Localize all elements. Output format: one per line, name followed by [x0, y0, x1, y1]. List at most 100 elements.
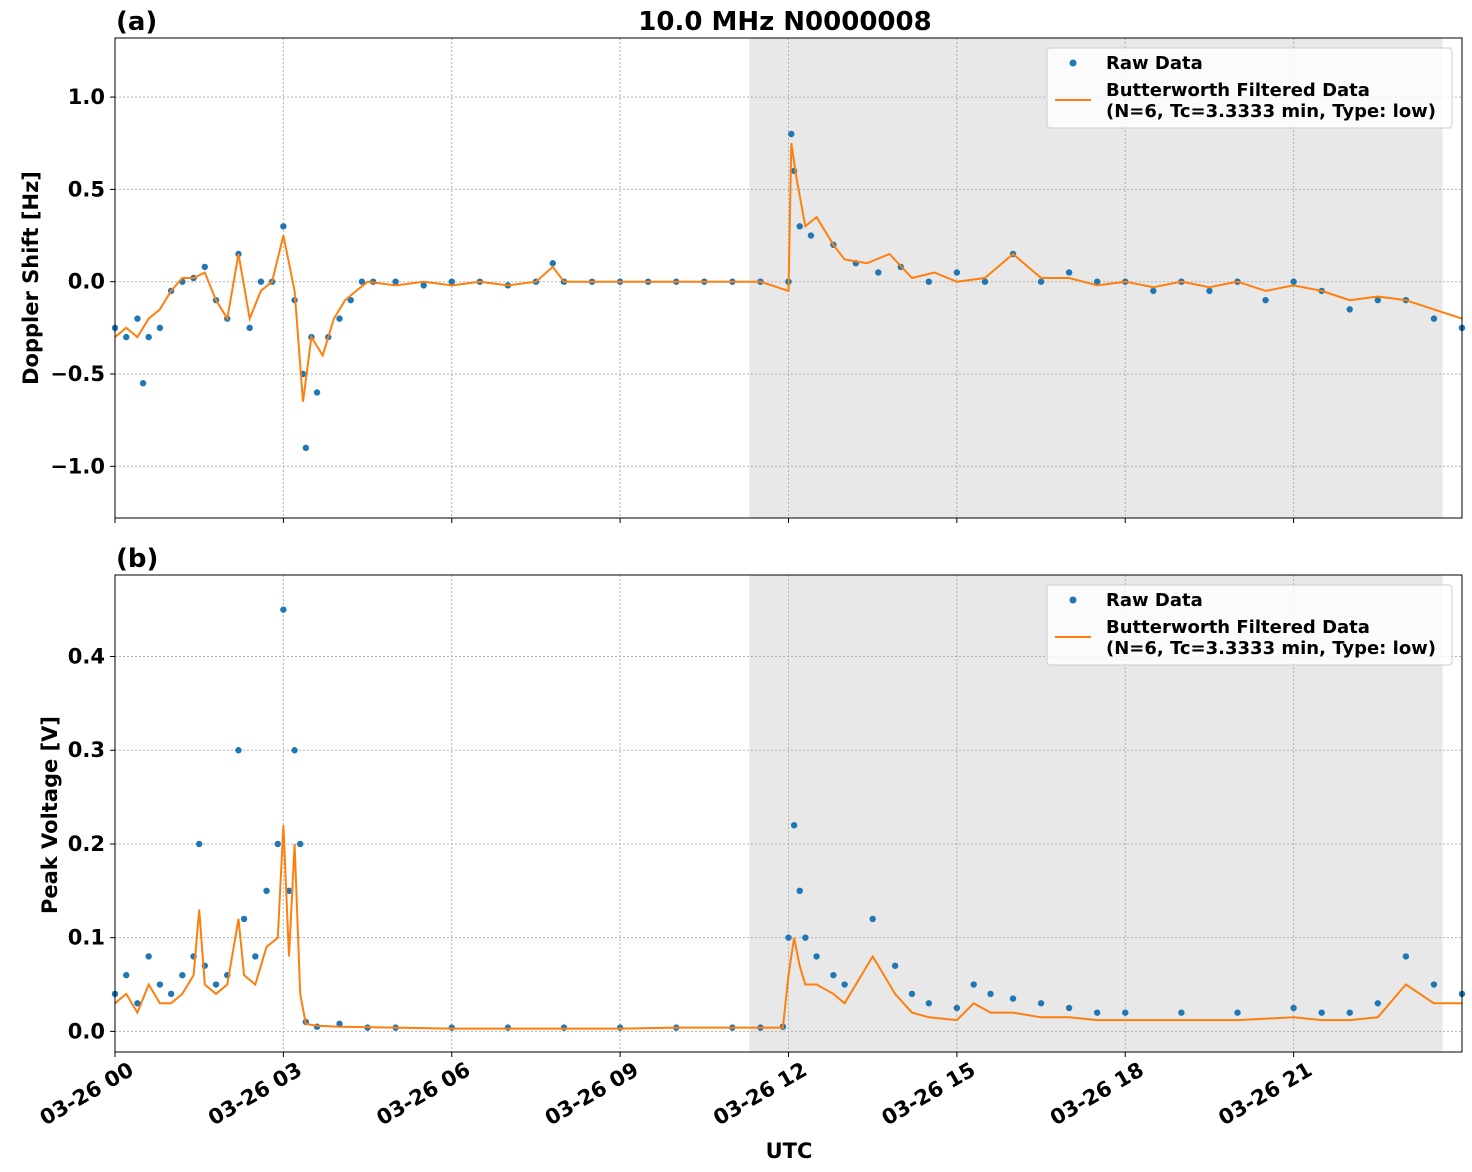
panel-b-legend-raw-label: Raw Data — [1106, 590, 1203, 611]
panel-b-raw-point — [240, 915, 248, 923]
panel-a-y-ticks: 1.0 0.5 0.0 −0.5 −1.0 — [50, 85, 115, 478]
panel-b-raw-point — [830, 971, 837, 979]
panel-a-raw-point — [358, 278, 366, 285]
panel-a-y-axis-label: Doppler Shift [Hz] — [19, 171, 43, 385]
panel-b-raw-point — [802, 934, 809, 941]
panel-a-raw-point — [302, 444, 310, 452]
panel-a-raw-point — [1290, 278, 1297, 285]
panel-b-raw-point — [263, 887, 270, 895]
panel-b-y-tick-label: 0.4 — [68, 645, 105, 669]
panel-b-raw-point — [179, 971, 186, 979]
panel-a-raw-point — [549, 260, 556, 267]
x-tick-label: 03-26 12 — [709, 1058, 811, 1131]
panel-b-raw-point — [925, 1000, 933, 1007]
panel-a-raw-point — [201, 263, 208, 271]
panel-a-raw-point — [1037, 278, 1045, 285]
panel-b-raw-point — [252, 953, 259, 960]
panel-a-raw-point — [981, 278, 989, 285]
panel-b-raw-point — [1037, 1000, 1045, 1007]
panel-b-raw-point — [123, 971, 130, 979]
panel-b-raw-point — [1318, 1009, 1325, 1016]
panel-a-raw-point — [336, 315, 343, 322]
panel-a-legend-raw-marker — [1069, 59, 1077, 67]
panel-b-y-tick-label: 0.0 — [68, 1019, 105, 1043]
panel-b-legend: Raw Data Butterworth Filtered Data (N=6,… — [1046, 584, 1453, 666]
panel-a-raw-point — [280, 223, 287, 230]
panel-a-raw-point — [347, 296, 354, 304]
panel-b-raw-point — [813, 953, 820, 960]
panel-b-raw-point — [1374, 1000, 1382, 1007]
panel-a-raw-point — [156, 324, 164, 332]
panel-b-raw-point — [274, 840, 281, 848]
panel-b: 0.0 0.1 0.2 0.3 0.4 03-26 00 03-26 03 03-26 06… — [36, 544, 1466, 1130]
panel-b-raw-point — [970, 981, 977, 988]
panel-b-legend-box — [1046, 584, 1453, 666]
panel-b-x-ticks: 03-26 00 03-26 03 03-26 06 03-26 09 03-26 12… — [36, 1052, 1316, 1130]
panel-b-raw-point — [280, 606, 287, 613]
panel-b-raw-point — [195, 840, 203, 848]
panel-a: 1.0 0.5 0.0 −0.5 −1.0 (a) Doppler Shift [Hz]… — [19, 7, 1466, 523]
panel-b-raw-point — [291, 747, 298, 754]
panel-b-y-ticks: 0.0 0.1 0.2 0.3 0.4 — [68, 645, 115, 1043]
panel-a-raw-point — [139, 380, 147, 387]
panel-b-y-axis-label: Peak Voltage [V] — [38, 716, 62, 914]
panel-a-x-ticks — [114, 518, 1295, 523]
panel-a-raw-point — [925, 278, 933, 285]
x-tick-label: 03-26 15 — [878, 1058, 980, 1131]
panel-b-raw-point — [790, 822, 798, 829]
panel-a-raw-point — [448, 278, 455, 285]
panel-b-raw-point — [336, 1020, 343, 1028]
panel-a-raw-point — [134, 315, 141, 322]
panel-b-raw-point — [1430, 981, 1438, 988]
panel-b-raw-point — [1093, 1009, 1101, 1016]
panel-a-filtered-line — [114, 143, 1463, 402]
panel-b-y-tick-label: 0.3 — [68, 738, 105, 762]
panel-b-filtered-line — [114, 825, 1462, 1030]
panel-b-raw-point — [869, 915, 876, 923]
panel-a-raw-point — [1374, 296, 1382, 304]
panel-a-y-tick-label: −0.5 — [50, 362, 105, 386]
panel-a-raw-point — [1093, 278, 1101, 285]
panel-a-legend-filtered-params: (N=6, Tc=3.3333 min, Type: low) — [1106, 101, 1436, 122]
panel-a-raw-point — [145, 333, 152, 341]
panel-b-raw-point — [841, 981, 848, 988]
panel-a-raw-point — [123, 333, 130, 341]
panel-b-y-tick-label: 0.1 — [68, 926, 105, 950]
panel-b-raw-point — [1178, 1009, 1185, 1016]
figure-title: 10.0 MHz N0000008 — [638, 7, 931, 37]
panel-a-raw-point — [1346, 306, 1353, 313]
panel-a-raw-point — [257, 278, 265, 285]
x-tick-label: 03-26 03 — [204, 1058, 306, 1131]
x-tick-label: 03-26 00 — [36, 1058, 138, 1131]
x-tick-label: 03-26 18 — [1046, 1058, 1148, 1131]
x-tick-label: 03-26 21 — [1214, 1058, 1316, 1131]
panel-a-raw-point — [1262, 296, 1269, 304]
panel-a-label: (a) — [116, 7, 157, 37]
panel-b-raw-point — [285, 887, 293, 895]
panel-a-raw-point — [1150, 287, 1157, 295]
panel-a-legend-raw-label: Raw Data — [1106, 53, 1203, 74]
x-tick-label: 03-26 06 — [372, 1058, 474, 1131]
panel-b-raw-point — [987, 990, 994, 998]
panel-b-label: (b) — [116, 544, 158, 574]
panel-b-raw-point — [1065, 1004, 1073, 1012]
panel-b-raw-point — [134, 1000, 141, 1007]
x-tick-label: 03-26 09 — [541, 1058, 643, 1131]
panel-b-raw-point — [1290, 1004, 1297, 1012]
panel-a-legend: Raw Data Butterworth Filtered Data (N=6,… — [1046, 47, 1453, 129]
panel-b-legend-filtered-params: (N=6, Tc=3.3333 min, Type: low) — [1106, 638, 1436, 659]
panel-a-raw-point — [420, 282, 427, 289]
panel-a-y-tick-label: 0.5 — [68, 177, 105, 201]
x-axis-label: UTC — [766, 1139, 813, 1163]
panel-b-legend-filtered-label: Butterworth Filtered Data — [1106, 617, 1370, 638]
panel-a-raw-point — [392, 278, 399, 285]
panel-b-raw-point — [908, 990, 916, 998]
panel-b-raw-point — [1346, 1009, 1353, 1016]
panel-a-raw-point — [313, 389, 321, 396]
panel-b-raw-point — [297, 840, 304, 848]
panel-a-raw-point — [796, 223, 803, 230]
panel-a-legend-box — [1046, 47, 1453, 129]
panel-b-raw-point — [891, 962, 899, 969]
panel-a-raw-point — [807, 232, 815, 239]
